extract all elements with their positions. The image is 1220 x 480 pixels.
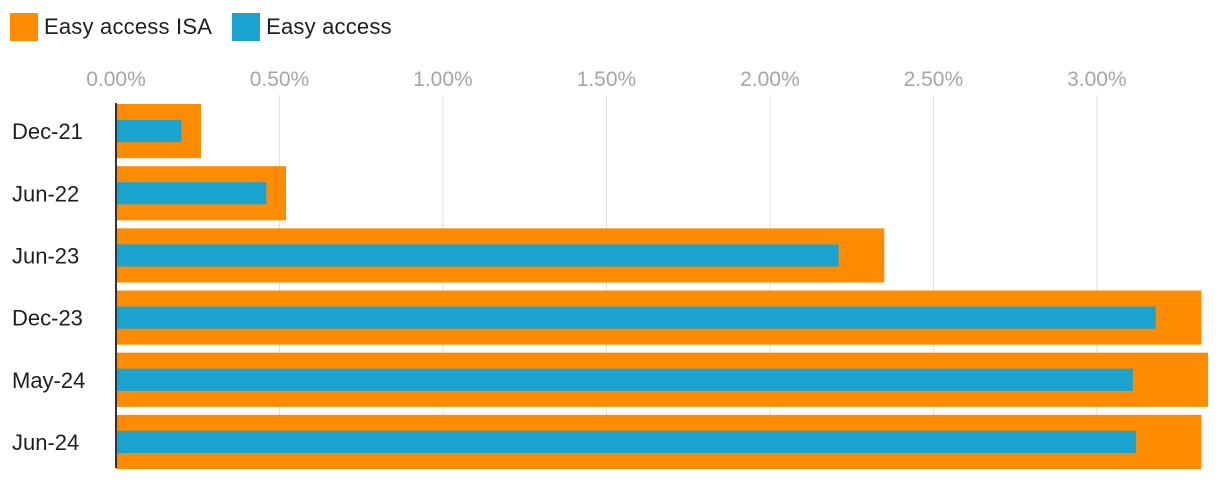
x-tick-label-1: 0.50% [250,68,310,91]
bar-easy-access-may-24 [116,369,1133,391]
x-tick-label-5: 2.50% [904,68,964,91]
category-label-dec-23: Dec-23 [12,306,83,331]
x-tick-label-2: 1.00% [413,68,473,91]
bar-easy-access-jun-22 [116,182,266,204]
category-label-jun-22: Jun-22 [12,181,79,206]
x-tick-label-3: 1.50% [577,68,637,91]
category-labels: Dec-21 Jun-22 Jun-23 Dec-23 May-24 Jun-24 [12,119,85,455]
x-tick-label-4: 2.00% [740,68,800,91]
bar-easy-access-jun-24 [116,431,1136,453]
category-label-jun-23: Jun-23 [12,243,79,268]
x-tick-label-6: 3.00% [1067,68,1127,91]
x-axis-tick-labels: 0.00% 0.50% 1.00% 1.50% 2.00% 2.50% 3.00% [86,68,1126,91]
bar-easy-access-dec-21 [116,120,181,142]
x-tick-label-0: 0.00% [86,68,146,91]
bar-easy-access-dec-23 [116,306,1156,328]
category-label-jun-24: Jun-24 [12,430,79,455]
bar-easy-access-jun-23 [116,244,839,266]
category-label-may-24: May-24 [12,368,85,393]
category-label-dec-21: Dec-21 [12,119,83,144]
